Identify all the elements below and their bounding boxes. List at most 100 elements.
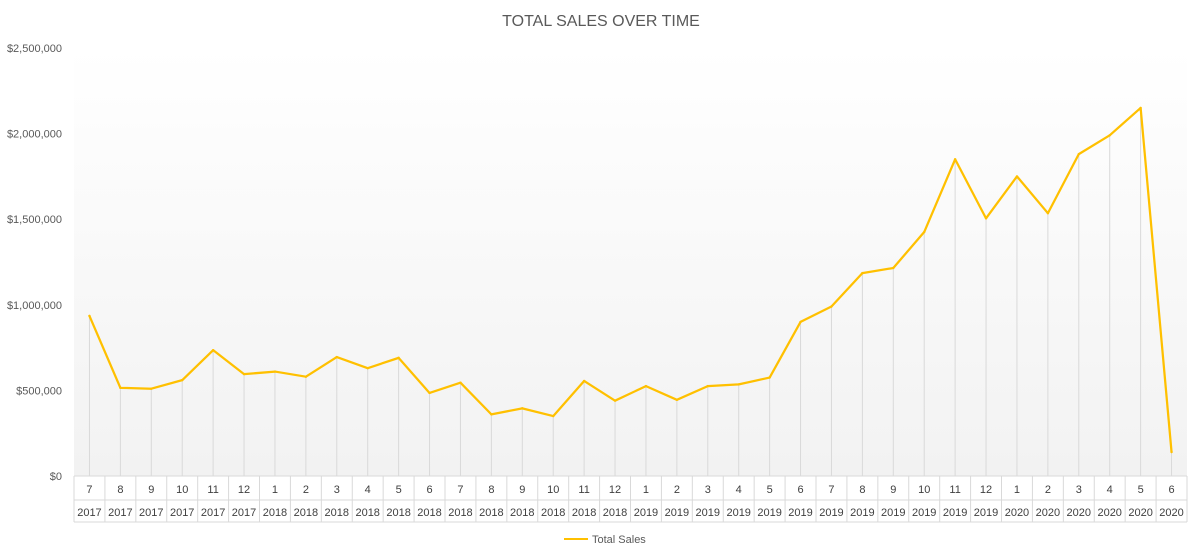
data-point [799, 320, 802, 324]
data-point [304, 375, 308, 378]
x-tick-label-month: 2 [674, 484, 680, 496]
x-tick-label-month: 6 [1168, 484, 1174, 496]
x-tick-label-year: 2020 [1159, 507, 1183, 519]
x-tick-label-month: 12 [980, 484, 992, 496]
series-line-total-sales [88, 106, 1173, 454]
x-tick-label-year: 2019 [881, 507, 905, 519]
data-point [242, 372, 246, 376]
x-tick-label-year: 2019 [634, 507, 658, 519]
data-point [459, 381, 462, 384]
data-point [1108, 134, 1111, 137]
x-tick-label-year: 2019 [757, 507, 781, 519]
data-point [613, 399, 617, 402]
data-point [706, 384, 709, 388]
x-tick-label-year: 2019 [974, 507, 998, 519]
x-tick-label-month: 1 [272, 484, 278, 496]
x-tick-label-month: 2 [1045, 484, 1051, 496]
x-tick-label-year: 2018 [479, 507, 503, 519]
x-tick-label-year: 2019 [943, 507, 967, 519]
data-point [88, 314, 91, 318]
data-point [397, 356, 400, 360]
x-tick-label-month: 1 [1014, 484, 1020, 496]
x-tick-label-year: 2018 [603, 507, 627, 519]
x-tick-label-month: 7 [828, 484, 834, 496]
y-tick-label: $2,000,000 [7, 129, 62, 141]
data-point [768, 376, 771, 379]
y-tick-label: $1,000,000 [7, 300, 62, 312]
x-tick-label-month: 12 [238, 484, 250, 496]
x-tick-label-month: 9 [148, 484, 154, 496]
data-point [675, 398, 679, 402]
x-tick-label-year: 2018 [510, 507, 534, 519]
data-point [150, 387, 153, 390]
data-point [892, 266, 895, 270]
x-tick-label-month: 5 [767, 484, 773, 496]
data-point [1139, 106, 1142, 110]
x-tick-label-month: 5 [1138, 484, 1144, 496]
x-tick-label-year: 2017 [108, 507, 132, 519]
x-tick-label-year: 2018 [572, 507, 596, 519]
data-point [490, 413, 493, 416]
x-tick-label-year: 2017 [139, 507, 163, 519]
x-tick-label-month: 11 [207, 484, 218, 496]
x-tick-label-year: 2019 [819, 507, 843, 519]
y-tick-label: $1,500,000 [7, 214, 62, 226]
y-tick-label: $2,500,000 [7, 43, 62, 55]
y-tick-label: $0 [50, 471, 62, 483]
data-point [181, 378, 184, 382]
x-tick-label-month: 7 [86, 484, 92, 496]
x-tick-label-year: 2017 [232, 507, 256, 519]
x-tick-label-month: 7 [457, 484, 463, 496]
x-tick-label-year: 2018 [263, 507, 287, 519]
data-point [521, 407, 524, 410]
x-tick-label-year: 2020 [1097, 507, 1121, 519]
x-tick-label-year: 2020 [1067, 507, 1091, 519]
x-tick-label-month: 10 [918, 484, 930, 496]
x-tick-label-year: 2018 [417, 507, 441, 519]
x-tick-label-year: 2019 [788, 507, 812, 519]
x-tick-label-year: 2019 [696, 507, 720, 519]
x-tick-label-month: 4 [1107, 484, 1113, 496]
x-tick-label-month: 8 [488, 484, 494, 496]
x-tick-label-month: 8 [117, 484, 123, 496]
chart-title: TOTAL SALES OVER TIME [502, 13, 700, 30]
data-point [1015, 175, 1019, 178]
x-tick-label-year: 2020 [1005, 507, 1029, 519]
legend: Total Sales [564, 534, 646, 546]
data-point [830, 305, 833, 308]
plot-area-background [74, 48, 1187, 476]
data-point [1170, 450, 1173, 454]
x-tick-label-year: 2018 [448, 507, 472, 519]
x-tick-label-year: 2020 [1128, 507, 1152, 519]
data-point [582, 379, 586, 383]
x-tick-label-month: 4 [365, 484, 371, 496]
x-tick-label-year: 2017 [77, 507, 101, 519]
y-tick-label: $500,000 [16, 385, 62, 397]
x-tick-label-year: 2017 [170, 507, 194, 519]
x-tick-label-year: 2017 [201, 507, 225, 519]
x-tick-label-month: 11 [949, 484, 960, 496]
x-tick-label-month: 10 [547, 484, 559, 496]
x-tick-label-month: 2 [303, 484, 309, 496]
x-tick-label-month: 9 [519, 484, 525, 496]
legend-label-total-sales: Total Sales [592, 534, 646, 546]
data-point [861, 271, 864, 275]
x-tick-label-month: 8 [859, 484, 865, 496]
x-tick-label-month: 3 [334, 484, 340, 496]
data-point [366, 366, 369, 370]
x-tick-label-year: 2019 [912, 507, 936, 519]
x-tick-label-month: 12 [609, 484, 621, 496]
x-tick-label-year: 2019 [665, 507, 689, 519]
data-point [984, 217, 988, 220]
x-tick-label-year: 2019 [726, 507, 750, 519]
x-tick-label-month: 6 [797, 484, 803, 496]
x-tick-label-month: 9 [890, 484, 896, 496]
data-point [1046, 212, 1050, 215]
x-tick-label-year: 2018 [355, 507, 379, 519]
x-tick-label-month: 4 [736, 484, 742, 496]
data-point [644, 384, 648, 388]
data-point [273, 370, 277, 373]
x-tick-label-month: 5 [396, 484, 402, 496]
data-point [211, 348, 215, 352]
